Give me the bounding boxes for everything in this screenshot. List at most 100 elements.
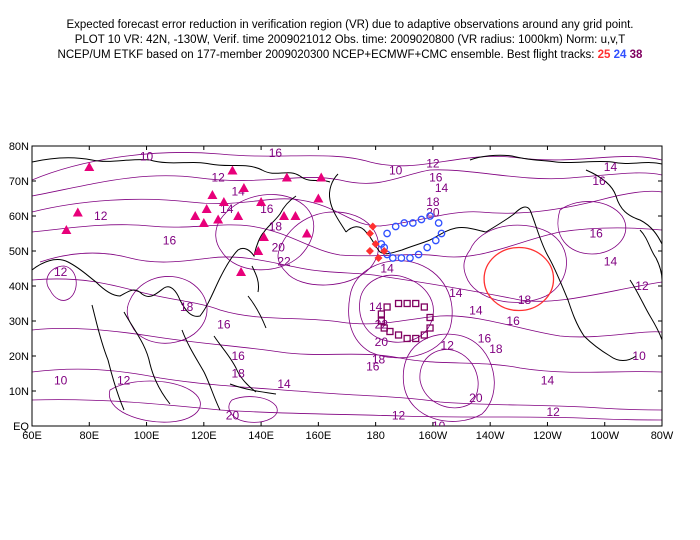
observation-site-marker xyxy=(61,225,72,234)
lat-label: 10N xyxy=(9,386,29,398)
contour-label: 14 xyxy=(469,304,483,318)
observation-site-marker xyxy=(227,165,238,175)
track-38-point xyxy=(377,317,386,325)
track-label-25: 25 xyxy=(597,49,611,61)
observation-site-marker xyxy=(279,211,289,220)
contour-label: 10 xyxy=(54,374,68,388)
contour-label: 14 xyxy=(380,262,394,276)
observation-site-marker xyxy=(190,211,201,220)
track-38-point xyxy=(403,334,411,343)
track-38-point xyxy=(386,327,394,336)
contour-label: 12 xyxy=(441,339,455,353)
title-line-3-text: NCEP/UM ETKF based on 177-member 2009020… xyxy=(57,49,595,61)
observation-site-marker xyxy=(316,172,327,182)
track-24-point xyxy=(400,219,409,227)
track-38-point xyxy=(420,303,428,311)
lat-label: 20N xyxy=(9,351,29,363)
contour-label: 12 xyxy=(211,171,225,185)
contour-label: 14 xyxy=(369,300,383,314)
title-line-2: PLOT 10 VR: 42N, -130W, Verif. time 2009… xyxy=(74,34,626,46)
track-25-point xyxy=(374,254,383,262)
contour-label: 16 xyxy=(269,146,283,160)
lon-label: 100W xyxy=(590,430,619,442)
observation-site-marker xyxy=(198,218,209,227)
track-24-point xyxy=(383,229,391,238)
lat-label: EQ xyxy=(13,421,29,433)
contour-label: 14 xyxy=(435,181,449,195)
observation-site-marker xyxy=(290,211,301,220)
contour-label: 16 xyxy=(506,314,520,328)
track-24-point xyxy=(437,229,446,238)
latitude-labels: 80N 70N 60N 50N 40N 30N 20N 10N EQ xyxy=(9,141,30,433)
verification-region-circle xyxy=(483,246,555,312)
contour-label: 10 xyxy=(389,164,403,178)
track-38-point xyxy=(412,299,420,308)
lat-label: 60N xyxy=(9,211,29,223)
track-24-point xyxy=(417,215,426,224)
track-25-point xyxy=(380,247,389,255)
contour-label: 20 xyxy=(469,391,483,405)
contour-label: 16 xyxy=(478,332,492,346)
observation-site-marker xyxy=(218,197,229,206)
contour-label: 20 xyxy=(226,409,240,423)
track-25-point xyxy=(365,247,374,255)
track-24-point xyxy=(409,219,417,227)
track-24-point xyxy=(431,236,440,245)
contour-label: 18 xyxy=(489,342,503,356)
contour-label: 22 xyxy=(277,255,291,269)
title-line-1: Expected forecast error reduction in ver… xyxy=(66,19,634,31)
contour-label: 14 xyxy=(449,286,463,300)
observation-site-marker xyxy=(258,232,269,241)
contour-label: 16 xyxy=(232,349,246,363)
observation-site-marker xyxy=(84,162,95,171)
lon-label: 80E xyxy=(79,430,99,442)
contour-label: 12 xyxy=(426,157,440,171)
track-24-point xyxy=(406,254,414,262)
lon-label: 120W xyxy=(533,430,562,442)
flight-track-38 xyxy=(377,299,434,343)
track-38-point xyxy=(377,310,386,318)
contour-label: 10 xyxy=(432,419,446,433)
observation-site-marker xyxy=(236,267,247,276)
contour-label: 16 xyxy=(163,234,177,248)
observation-sites xyxy=(61,162,327,276)
observation-site-marker xyxy=(201,204,212,213)
observation-site-marker xyxy=(253,246,264,255)
title-line-3: NCEP/UM ETKF based on 177-member 2009020… xyxy=(0,48,700,62)
coastlines xyxy=(32,154,662,411)
track-25-point xyxy=(368,222,377,231)
track-38-point xyxy=(394,299,403,308)
observation-site-marker xyxy=(72,207,83,217)
contour-label: 18 xyxy=(372,353,386,367)
contour-label: 18 xyxy=(232,367,246,381)
track-24-point xyxy=(414,250,423,259)
track-38-point xyxy=(394,331,403,339)
track-24-point xyxy=(426,212,434,220)
track-38-point xyxy=(426,313,434,322)
lon-label: 80W xyxy=(651,430,674,442)
lon-label: 100E xyxy=(134,430,160,442)
contour-label: 10 xyxy=(632,349,646,363)
track-24-point xyxy=(397,254,406,262)
contour-label: 14 xyxy=(541,374,555,388)
track-38-point xyxy=(403,299,411,308)
lon-label: 180 xyxy=(366,430,384,442)
observation-site-marker xyxy=(207,190,218,199)
contour-label: 16 xyxy=(217,318,231,332)
flight-track-25 xyxy=(365,222,389,262)
contour-label: 16 xyxy=(429,171,443,185)
contour-label: 20 xyxy=(272,241,286,255)
track-label-38: 38 xyxy=(629,49,643,61)
contour-label: 12 xyxy=(392,409,406,423)
lon-label: 140E xyxy=(248,430,274,442)
lon-label: 60E xyxy=(22,430,42,442)
contour-label: 14 xyxy=(277,377,291,391)
lat-label: 50N xyxy=(9,246,29,258)
track-24-point xyxy=(434,219,443,227)
longitude-labels: 60E 80E 100E 120E 140E 160E 180 160W 140W 120W 100… xyxy=(22,430,674,442)
track-24-point xyxy=(391,222,400,231)
contour-label: 20 xyxy=(375,335,389,349)
observation-site-marker xyxy=(256,197,267,206)
track-24-point xyxy=(388,254,397,262)
